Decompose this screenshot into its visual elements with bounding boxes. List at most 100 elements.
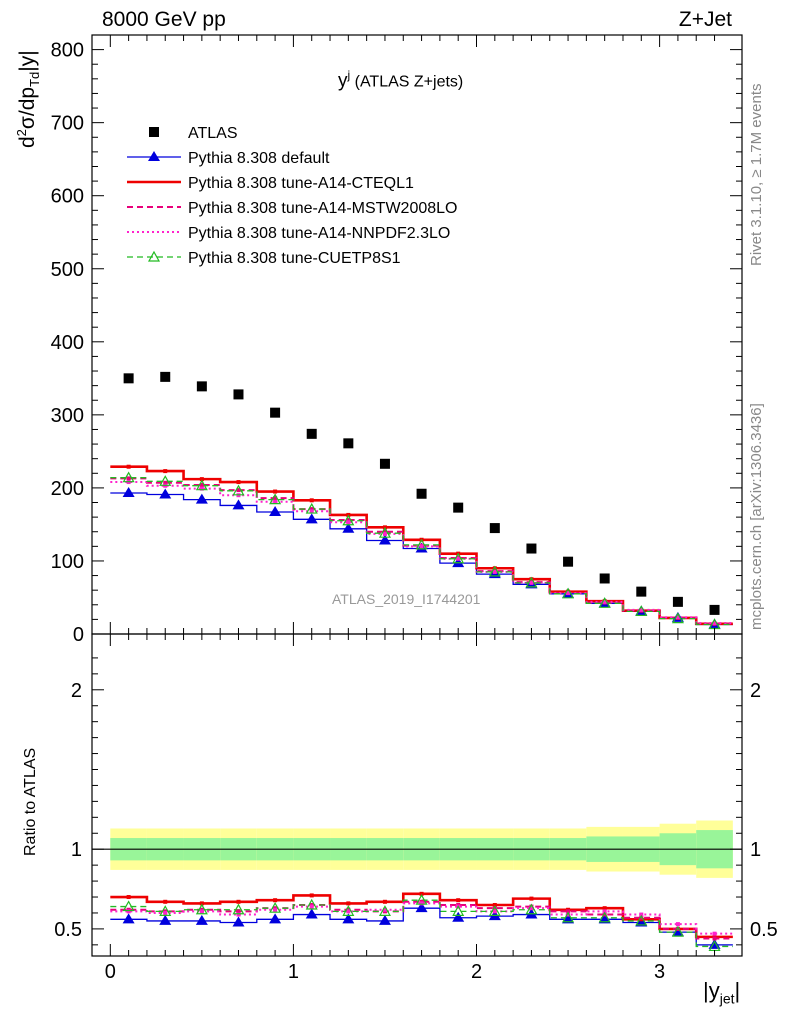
ratio-point-default [122, 913, 135, 924]
point-mstw [346, 518, 351, 523]
point-nnpdf [492, 569, 497, 574]
main-y-tick-label: 700 [51, 113, 84, 135]
ratio-point-default [195, 914, 208, 925]
point-cuetp [159, 475, 172, 486]
main-y-tick-label: 100 [51, 551, 84, 573]
legend-label: Pythia 8.308 default [188, 150, 330, 167]
ratio-point-cuetp [159, 905, 172, 916]
ratio-point-nnpdf [309, 904, 314, 909]
point-nnpdf [199, 486, 204, 491]
point-data [196, 381, 207, 392]
point-data [672, 596, 683, 607]
point-cuetp [671, 612, 684, 624]
ratio-y-tick-label-right: 0.5 [750, 919, 778, 941]
ratio-point-nnpdf [346, 909, 351, 914]
ratio-point-cteql1 [163, 899, 168, 904]
main-y-tick-label: 400 [51, 332, 84, 354]
point-nnpdf [456, 556, 461, 561]
ratio-point-cuetp [671, 925, 684, 937]
main-y-tick-label: 0 [73, 624, 84, 646]
ratio-line-cuetp [110, 899, 733, 948]
point-cuetp [378, 526, 391, 538]
point-mstw [236, 488, 241, 493]
x-axis-label: |yjet| [703, 978, 741, 1007]
point-nnpdf [566, 591, 571, 596]
ratio-point-default [635, 916, 648, 927]
point-cteql1 [492, 566, 497, 571]
ratio-point-cuetp [232, 903, 245, 915]
point-data [563, 556, 574, 567]
ratio-point-mstw [236, 909, 241, 914]
ratio-point-cuetp [635, 914, 648, 926]
series-line-default [110, 492, 733, 626]
ratio-point-default [159, 914, 172, 925]
point-cteql1 [163, 469, 168, 474]
ratio-point-default [452, 911, 465, 922]
point-default [195, 493, 208, 504]
point-cuetp [635, 605, 648, 616]
ratio-point-default [415, 902, 428, 913]
point-data [489, 523, 500, 534]
main-y-tick-label: 300 [51, 405, 84, 427]
point-cuetp [269, 493, 282, 505]
main-y-tick-label: 800 [51, 40, 84, 62]
point-data [306, 428, 317, 439]
point-nnpdf [419, 544, 424, 549]
point-data [709, 604, 720, 615]
ratio-point-cteql1 [492, 902, 497, 907]
point-cuetp [452, 552, 465, 564]
ratio-point-nnpdf [126, 909, 131, 914]
main-y-tick-label: 600 [51, 186, 84, 208]
ratio-point-cuetp [488, 905, 501, 916]
ratio-point-cteql1 [346, 901, 351, 906]
ratio-point-default [562, 913, 575, 924]
x-tick-label: 0 [105, 961, 116, 983]
ratio-point-cuetp [415, 893, 428, 905]
ratio-point-nnpdf [675, 922, 680, 927]
ratio-point-cteql1 [199, 901, 204, 906]
ratio-point-cuetp [122, 900, 135, 912]
ratio-point-nnpdf [163, 910, 168, 915]
ratio-y-tick-label: 2 [71, 680, 82, 702]
point-cteql1 [529, 577, 534, 582]
ratio-point-mstw [492, 906, 497, 911]
point-nnpdf [675, 615, 680, 620]
ratio-point-default [378, 914, 391, 925]
ratio-line-mstw [110, 900, 733, 940]
point-mstw [199, 482, 204, 487]
point-data [599, 573, 610, 584]
point-default [305, 513, 318, 524]
ratio-point-nnpdf [566, 912, 571, 917]
ratio-point-cteql1 [309, 893, 314, 898]
point-cteql1 [236, 480, 241, 485]
series-line-cuetp [110, 477, 733, 626]
point-cteql1 [309, 498, 314, 503]
point-nnpdf [529, 580, 534, 585]
ratio-point-default [342, 913, 355, 924]
ratio-point-default [232, 916, 245, 927]
ratio-point-cteql1 [126, 895, 131, 900]
point-mstw [163, 480, 168, 485]
ratio-point-mstw [602, 912, 607, 917]
ratio-point-nnpdf [492, 909, 497, 914]
point-data [453, 502, 464, 513]
ratio-point-nnpdf [639, 912, 644, 917]
point-cteql1 [199, 477, 204, 482]
ratio-point-cuetp [562, 911, 575, 923]
point-default [452, 557, 465, 568]
point-cuetp [415, 538, 428, 550]
point-default [159, 488, 172, 499]
point-data [343, 438, 354, 449]
ratio-point-cuetp [342, 905, 355, 916]
ratio-point-nnpdf [199, 909, 204, 914]
ratio-point-nnpdf [602, 909, 607, 914]
point-mstw [382, 529, 387, 534]
point-cteql1 [273, 489, 278, 494]
point-mstw [273, 496, 278, 501]
ratio-point-nnpdf [236, 912, 241, 917]
ratio-point-cuetp [598, 911, 611, 923]
plot-title: yj (ATLAS Z+jets) [338, 68, 464, 92]
ratio-y-tick-label: 1 [71, 839, 82, 861]
ratio-point-nnpdf [529, 906, 534, 911]
